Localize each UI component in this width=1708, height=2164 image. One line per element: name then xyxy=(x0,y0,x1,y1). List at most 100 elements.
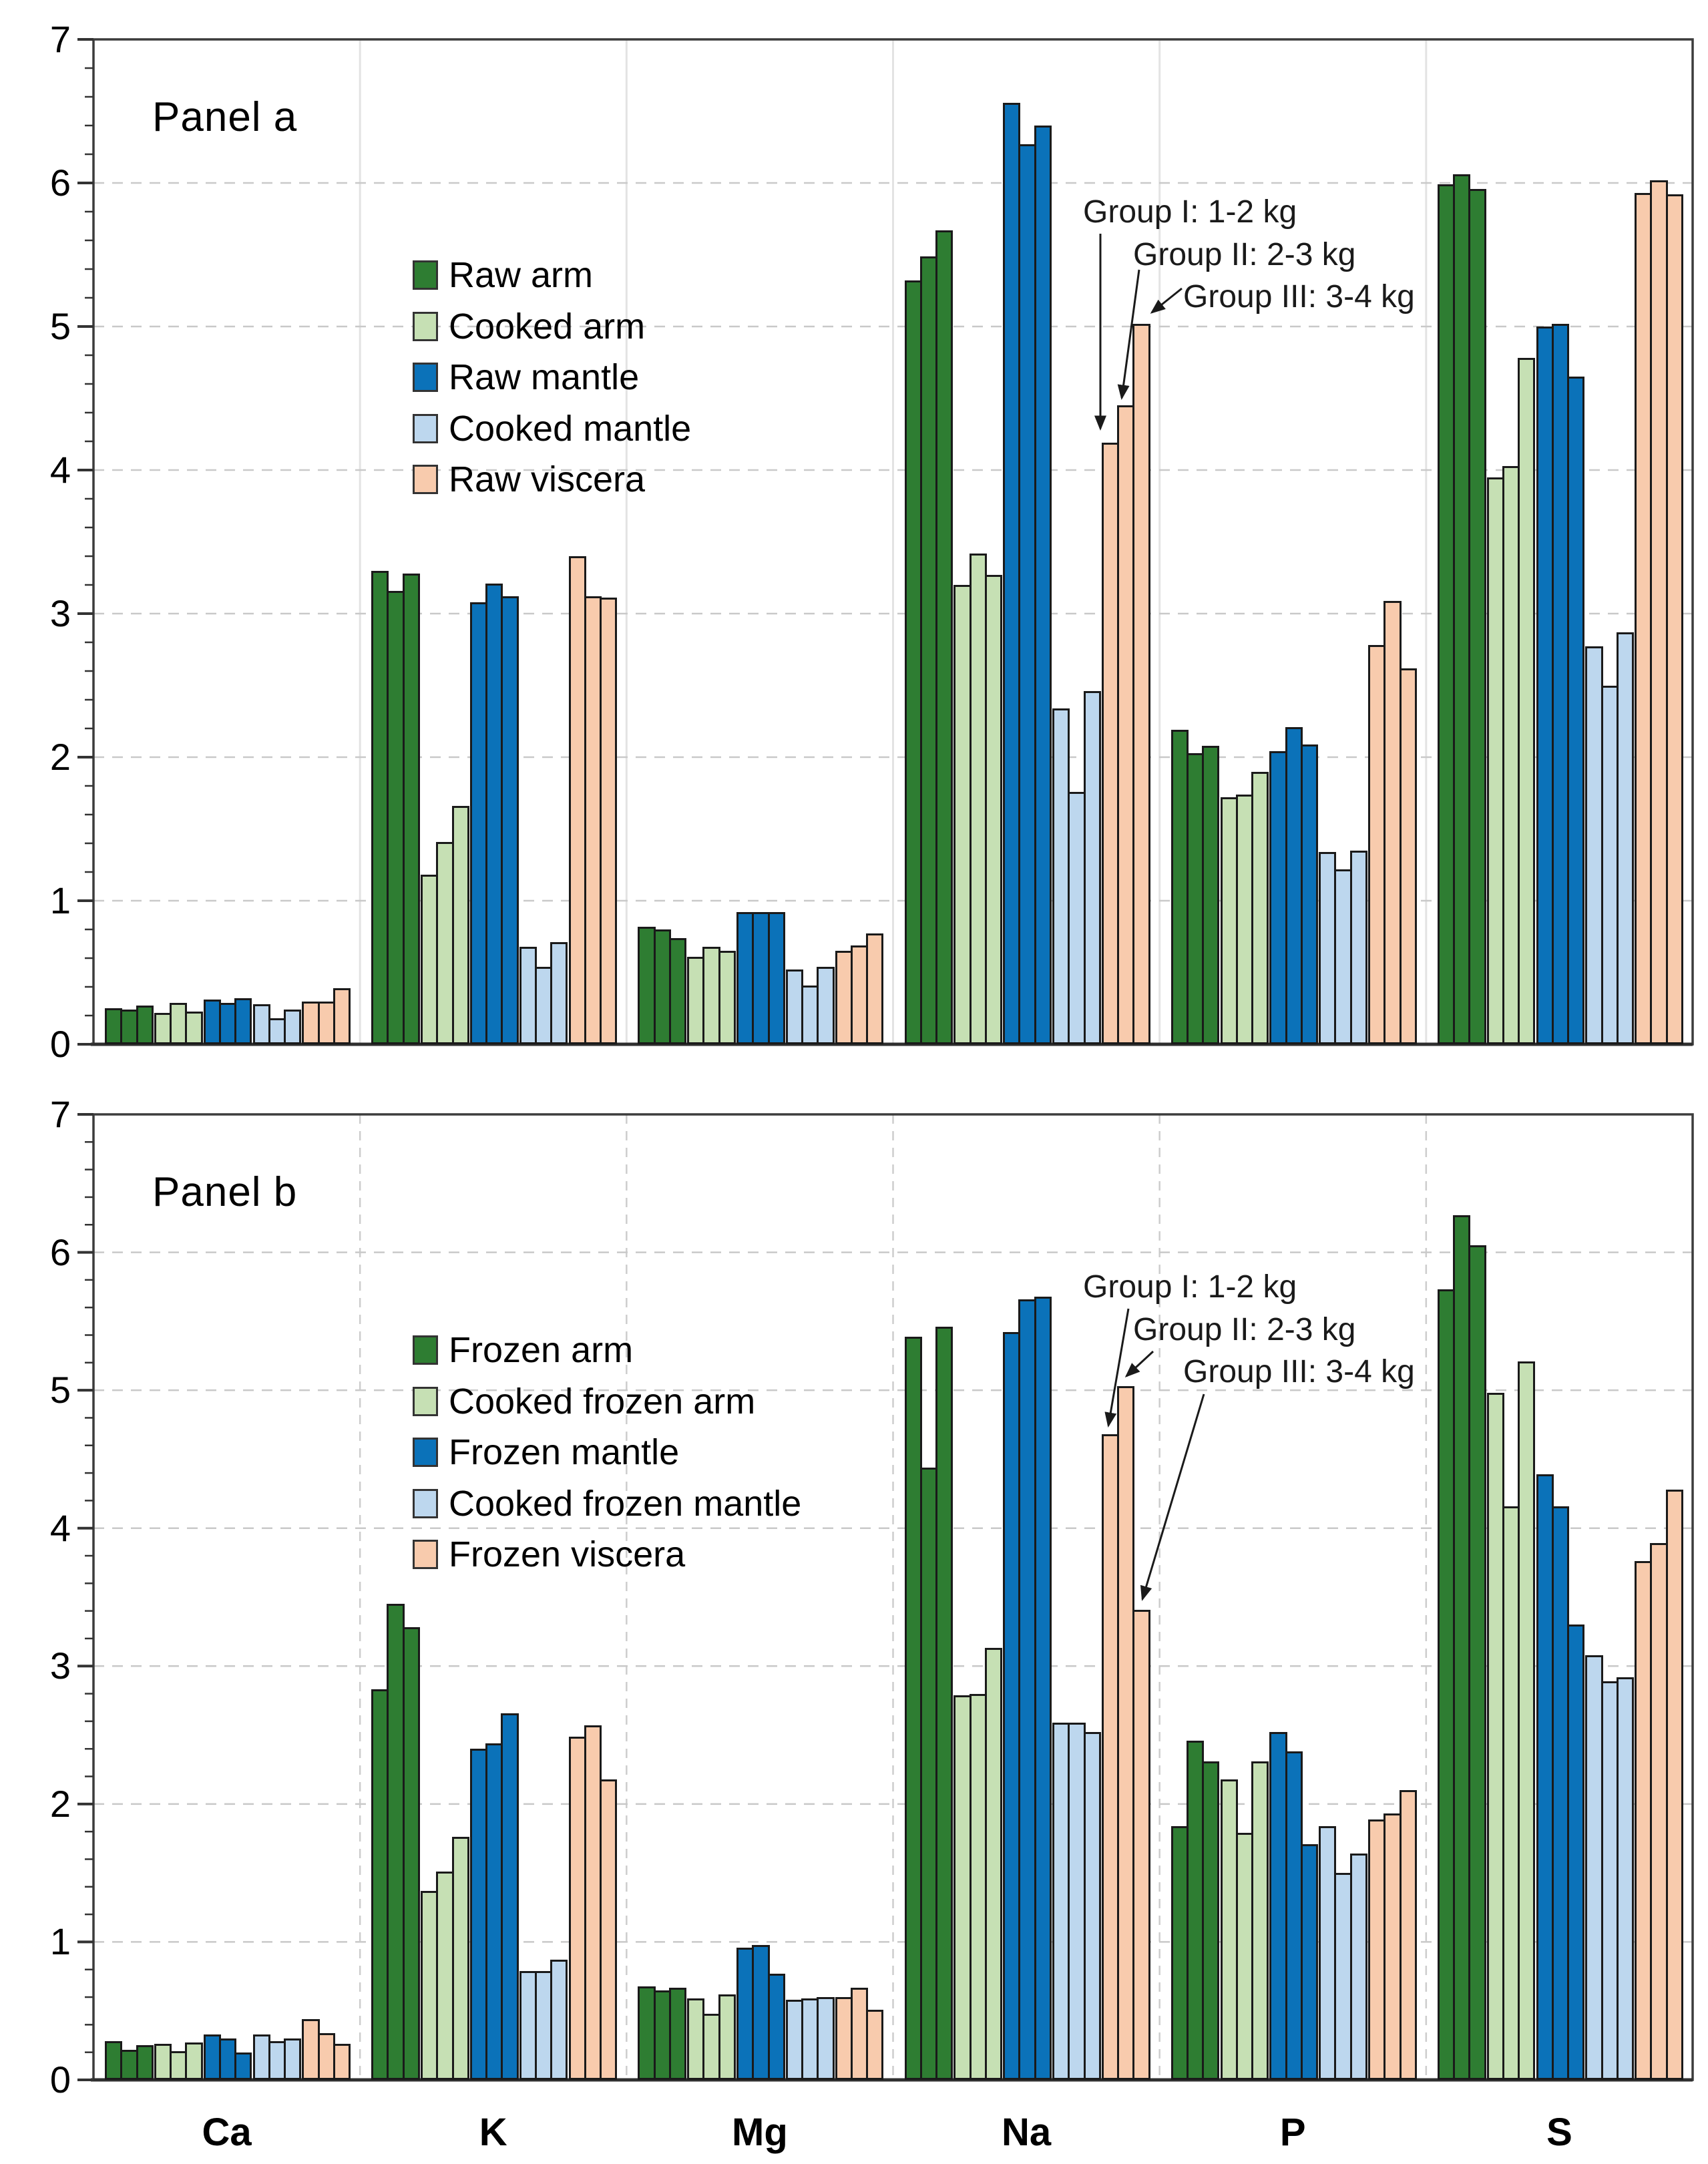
bar-a-K-raw-viscera-group3 xyxy=(600,598,618,1044)
bar-b-Na-cooked-frozen-arm-group1 xyxy=(953,1695,972,2080)
bar-a-P-cooked-mantle-group1 xyxy=(1319,851,1337,1044)
y-tick-label-a-7: 7 xyxy=(49,18,71,60)
bar-a-Na-cooked-arm-group3 xyxy=(984,574,1003,1044)
bar-a-P-raw-mantle-group3 xyxy=(1300,744,1319,1044)
bar-b-P-cooked-frozen-mantle-group3 xyxy=(1349,1854,1367,2080)
bar-b-S-frozen-arm-group3 xyxy=(1468,1245,1486,2080)
legend-swatch-b-2 xyxy=(413,1386,438,1416)
bar-a-Mg-raw-viscera-group3 xyxy=(866,933,884,1044)
bar-a-Ca-raw-arm-group1 xyxy=(105,1008,123,1044)
bar-a-Ca-raw-viscera-group1 xyxy=(302,1001,320,1044)
annotation-a-group1: Group I: 1-2 kg xyxy=(1083,194,1297,230)
x-axis-label-K: K xyxy=(479,2111,507,2154)
legend-label-b-1: Frozen arm xyxy=(449,1330,634,1370)
y-tick-label-a-6: 6 xyxy=(49,162,71,204)
legend-swatch-b-3 xyxy=(413,1438,438,1467)
bar-b-Na-cooked-frozen-arm-group3 xyxy=(984,1648,1003,2080)
bar-a-Ca-raw-mantle-group3 xyxy=(234,998,252,1044)
bar-a-Mg-cooked-mantle-group3 xyxy=(817,966,835,1044)
bar-b-Na-frozen-arm-group3 xyxy=(935,1327,953,2080)
bar-a-Ca-raw-viscera-group3 xyxy=(333,988,351,1044)
bar-a-Mg-cooked-arm-group2 xyxy=(702,946,720,1044)
bar-a-Na-raw-mantle-group2 xyxy=(1018,144,1036,1044)
bar-b-K-cooked-frozen-mantle-group3 xyxy=(550,1960,568,2080)
y-tick-label-a-4: 4 xyxy=(49,449,71,491)
bar-b-K-frozen-arm-group2 xyxy=(387,1604,405,2080)
bar-b-S-frozen-mantle-group3 xyxy=(1567,1625,1585,2080)
y-tick-label-a-0: 0 xyxy=(49,1023,71,1065)
bar-b-Ca-frozen-arm-group2 xyxy=(120,2049,138,2080)
legend-swatch-a-3 xyxy=(413,363,438,392)
bar-b-Ca-frozen-viscera-group3 xyxy=(333,2044,351,2080)
y-tick-label-b-0: 0 xyxy=(49,2059,71,2101)
bar-a-P-raw-viscera-group3 xyxy=(1399,668,1417,1044)
bar-a-Mg-raw-arm-group2 xyxy=(653,929,671,1044)
bar-b-Mg-frozen-viscera-group2 xyxy=(850,1987,869,2080)
bar-a-Na-raw-arm-group3 xyxy=(935,230,953,1044)
bar-a-Mg-raw-arm-group3 xyxy=(668,937,687,1044)
bar-b-K-cooked-frozen-mantle-group1 xyxy=(519,1970,537,2080)
bar-b-Ca-frozen-mantle-group3 xyxy=(234,2052,252,2080)
bar-b-P-frozen-viscera-group3 xyxy=(1399,1790,1417,2080)
bar-a-Na-raw-arm-group1 xyxy=(904,280,922,1044)
panel-b-title: Panel b xyxy=(152,1169,298,1215)
x-axis-label-Na: Na xyxy=(1002,2111,1052,2154)
bar-b-P-cooked-frozen-arm-group3 xyxy=(1251,1761,1269,2080)
bar-a-Ca-raw-viscera-group2 xyxy=(317,1001,335,1044)
bar-b-Mg-cooked-frozen-mantle-group3 xyxy=(817,1997,835,2080)
bar-a-S-raw-viscera-group3 xyxy=(1665,194,1683,1044)
bar-a-S-cooked-mantle-group3 xyxy=(1616,632,1635,1044)
y-tick-label-b-3: 3 xyxy=(49,1645,71,1687)
legend-swatch-b-5 xyxy=(413,1540,438,1569)
bar-b-Ca-cooked-frozen-mantle-group3 xyxy=(284,2038,302,2080)
bar-a-Na-raw-mantle-group1 xyxy=(1003,102,1021,1044)
y-tick-label-b-7: 7 xyxy=(49,1093,71,1135)
bar-a-Ca-raw-arm-group2 xyxy=(120,1010,138,1044)
bar-b-K-frozen-viscera-group2 xyxy=(584,1725,602,2080)
legend-label-a-1: Raw arm xyxy=(449,255,594,295)
bar-a-S-raw-viscera-group1 xyxy=(1635,193,1653,1044)
bar-b-Mg-cooked-frozen-arm-group3 xyxy=(718,1994,736,2080)
panel-a-title: Panel a xyxy=(152,94,298,140)
bar-a-S-raw-mantle-group2 xyxy=(1551,323,1570,1044)
bar-b-Na-frozen-viscera-group3 xyxy=(1132,1609,1150,2080)
annotation-a-group3: Group III: 3-4 kg xyxy=(1183,279,1415,314)
annotation-b-group2: Group II: 2-3 kg xyxy=(1133,1312,1356,1347)
y-tick-label-b-5: 5 xyxy=(49,1369,71,1412)
bar-a-Ca-cooked-mantle-group3 xyxy=(284,1010,302,1044)
bar-a-S-raw-arm-group3 xyxy=(1468,188,1486,1044)
bar-a-K-cooked-arm-group2 xyxy=(436,841,454,1044)
bar-a-Na-cooked-mantle-group3 xyxy=(1083,691,1101,1044)
y-tick-label-a-2: 2 xyxy=(49,736,71,778)
legend-label-a-3: Raw mantle xyxy=(449,357,640,397)
bar-a-Ca-raw-arm-group3 xyxy=(136,1005,154,1044)
bar-a-P-raw-viscera-group1 xyxy=(1368,645,1386,1044)
legend-label-a-2: Cooked arm xyxy=(449,306,646,347)
bar-b-Ca-cooked-frozen-arm-group3 xyxy=(185,2042,203,2080)
y-tick-label-b-4: 4 xyxy=(49,1506,71,1549)
bar-a-K-cooked-arm-group3 xyxy=(451,806,469,1044)
bar-a-P-cooked-mantle-group3 xyxy=(1349,850,1367,1044)
bar-b-Na-cooked-frozen-mantle-group1 xyxy=(1052,1722,1070,2080)
bar-b-Ca-frozen-arm-group3 xyxy=(136,2045,154,2080)
bar-a-P-raw-arm-group3 xyxy=(1202,745,1220,1044)
legend-swatch-b-4 xyxy=(413,1488,438,1518)
bar-a-S-raw-viscera-group2 xyxy=(1650,180,1668,1044)
bar-b-P-cooked-frozen-mantle-group2 xyxy=(1334,1873,1352,2080)
bar-a-K-raw-mantle-group3 xyxy=(501,596,519,1044)
bar-a-P-cooked-arm-group3 xyxy=(1251,771,1269,1044)
bar-a-S-cooked-arm-group3 xyxy=(1518,358,1536,1044)
bar-b-Na-cooked-frozen-mantle-group3 xyxy=(1083,1732,1101,2080)
legend-swatch-a-1 xyxy=(413,260,438,290)
bar-b-K-cooked-frozen-arm-group3 xyxy=(451,1837,469,2080)
bar-a-S-raw-mantle-group3 xyxy=(1567,377,1585,1044)
y-tick-label-a-3: 3 xyxy=(49,592,71,634)
bar-b-P-frozen-mantle-group1 xyxy=(1269,1732,1287,2080)
bar-b-P-frozen-arm-group3 xyxy=(1202,1761,1220,2080)
bar-b-K-frozen-arm-group3 xyxy=(402,1627,420,2080)
bar-b-P-frozen-arm-group1 xyxy=(1170,1825,1189,2080)
bar-b-S-cooked-frozen-mantle-group3 xyxy=(1616,1677,1635,2080)
y-tick-label-b-6: 6 xyxy=(49,1231,71,1273)
legend-label-a-4: Cooked mantle xyxy=(449,408,692,449)
